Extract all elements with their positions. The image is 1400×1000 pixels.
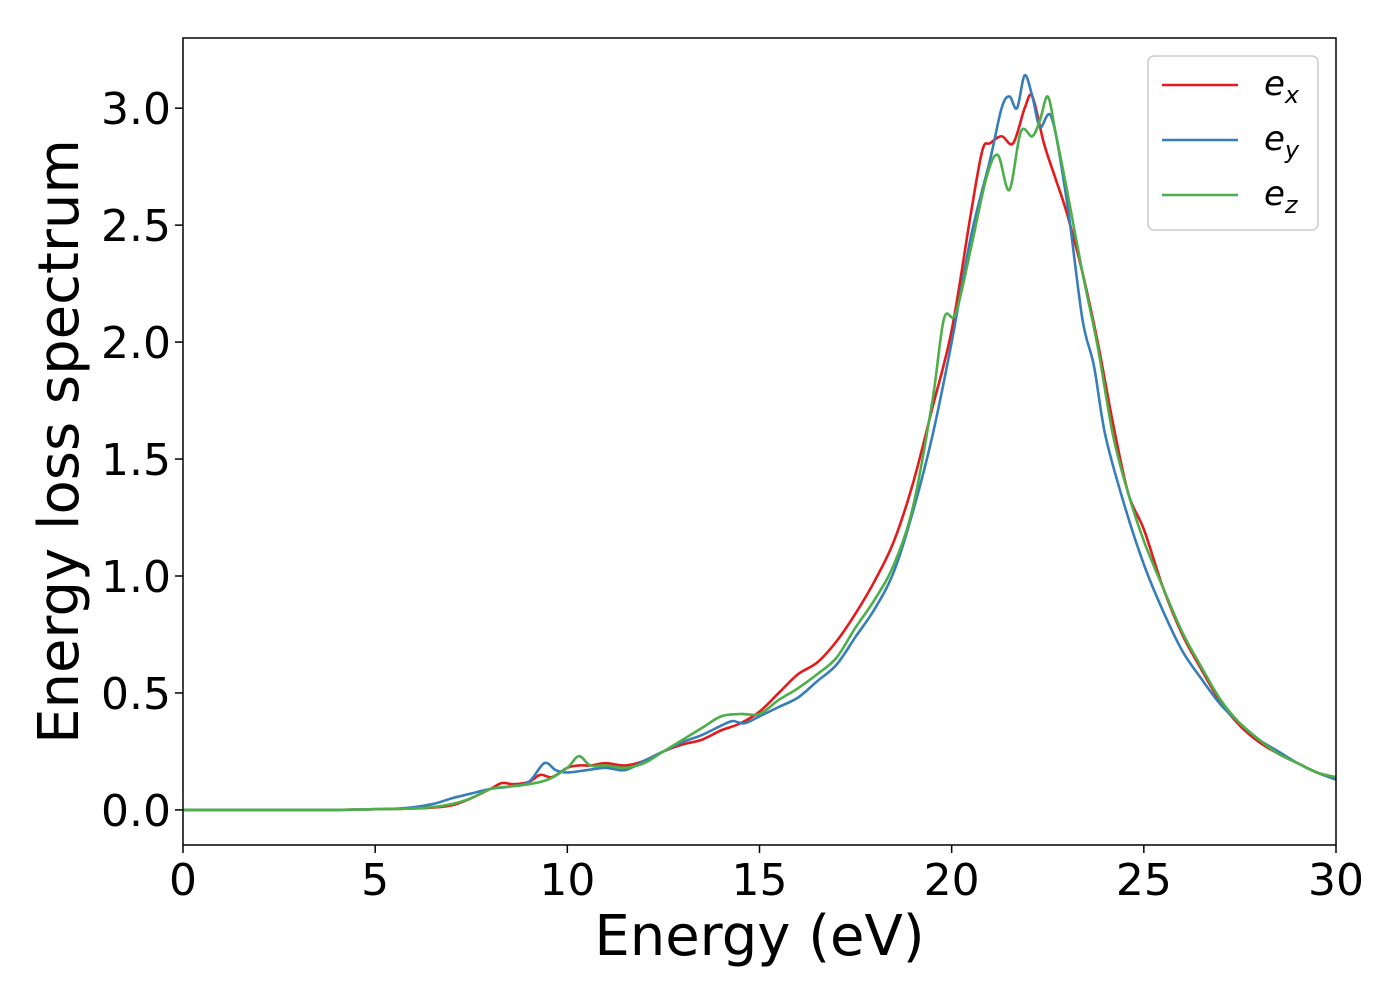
x-tick-label: 25: [1116, 855, 1172, 906]
series-line-x: [183, 93, 1336, 812]
legend-label-y: ey: [1264, 119, 1300, 164]
legend-box: [1147, 55, 1319, 231]
x-axis: 0 5 10 15 20 25 30: [169, 845, 1364, 906]
y-tick-label: 1.0: [101, 552, 171, 603]
x-tick-label: 5: [361, 855, 389, 906]
legend: ex ey ez: [1147, 55, 1319, 231]
y-tick-label: 2.5: [101, 201, 171, 252]
series-line-y: [183, 74, 1336, 812]
x-tick-label: 30: [1308, 855, 1364, 906]
y-tick-label: 1.5: [101, 435, 171, 486]
x-tick-label: 20: [924, 855, 980, 906]
x-tick-label: 10: [539, 855, 595, 906]
y-tick-label: 0.5: [101, 669, 171, 720]
y-axis: 0.0 0.5 1.0 1.5 2.0 2.5 3.0: [101, 84, 183, 837]
x-axis-label: Energy (eV): [594, 904, 924, 969]
series-line-z: [183, 95, 1336, 812]
y-tick-label: 0.0: [101, 786, 171, 837]
y-axis-label: Energy loss spectrum: [27, 139, 92, 744]
x-tick-label: 15: [732, 855, 788, 906]
legend-label-x: ex: [1264, 64, 1300, 109]
x-tick-label: 0: [169, 855, 197, 906]
legend-label-z: ez: [1264, 174, 1299, 219]
series-lines: [183, 74, 1336, 812]
y-tick-label: 2.0: [101, 318, 171, 369]
y-tick-label: 3.0: [101, 84, 171, 135]
